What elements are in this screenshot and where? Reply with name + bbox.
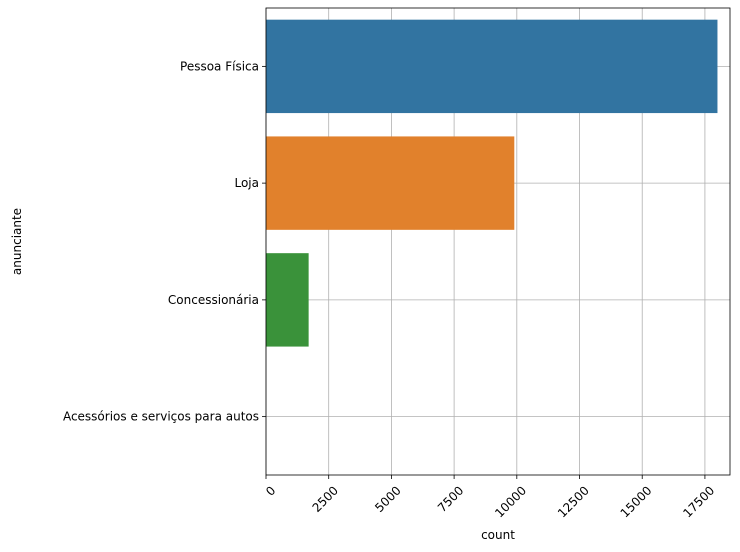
bar xyxy=(266,136,515,230)
x-tick-label: 0 xyxy=(263,483,278,498)
y-axis-label: anunciante xyxy=(10,208,24,275)
x-tick-label: 5000 xyxy=(372,483,403,514)
x-tick-label: 10000 xyxy=(492,483,529,520)
plot-frame xyxy=(265,7,731,476)
x-axis-label: count xyxy=(481,528,515,542)
bars xyxy=(266,19,718,347)
bar xyxy=(266,253,309,347)
bar xyxy=(266,19,718,114)
x-tick-label: 2500 xyxy=(310,483,341,514)
x-tick-label: 12500 xyxy=(555,483,592,520)
x-tick-labels: 0 2500 5000 7500 10000 12500 15000 17500 xyxy=(263,483,717,520)
x-tick-label: 7500 xyxy=(435,483,466,514)
y-tick-label: Pessoa Física xyxy=(180,59,259,73)
x-tick-label: 17500 xyxy=(680,483,717,520)
y-tick-label: Concessionária xyxy=(168,293,259,307)
y-tick-label: Loja xyxy=(234,176,259,190)
axes xyxy=(262,7,731,479)
y-tick-label: Acessórios e serviços para autos xyxy=(63,410,259,424)
y-tick-labels: Pessoa Física Loja Concessionária Acessório… xyxy=(63,59,259,423)
x-tick-label: 15000 xyxy=(618,483,655,520)
